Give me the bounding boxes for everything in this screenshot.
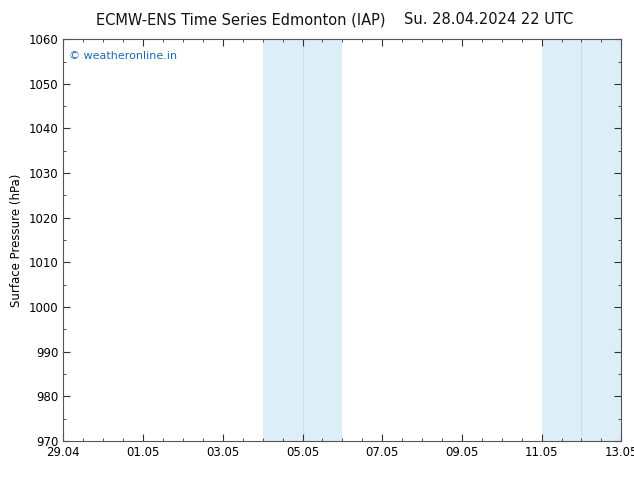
Bar bbox=[581, 39, 621, 441]
Bar bbox=[541, 39, 621, 441]
Text: © weatheronline.in: © weatheronline.in bbox=[69, 51, 177, 61]
Text: Su. 28.04.2024 22 UTC: Su. 28.04.2024 22 UTC bbox=[404, 12, 573, 27]
Text: ECMW-ENS Time Series Edmonton (IAP): ECMW-ENS Time Series Edmonton (IAP) bbox=[96, 12, 385, 27]
Bar bbox=[302, 39, 342, 441]
Bar bbox=[262, 39, 342, 441]
Bar bbox=[262, 39, 302, 441]
Bar bbox=[541, 39, 581, 441]
Y-axis label: Surface Pressure (hPa): Surface Pressure (hPa) bbox=[10, 173, 23, 307]
